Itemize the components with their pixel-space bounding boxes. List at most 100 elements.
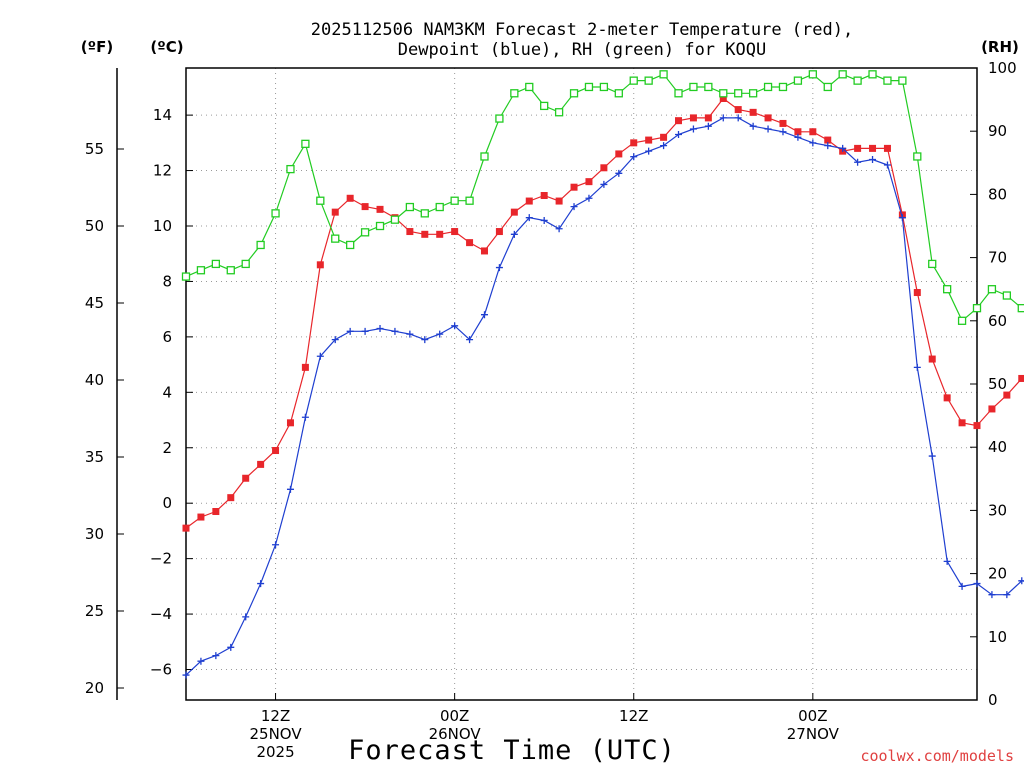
data-point-temperature: [764, 114, 772, 122]
data-point-temperature: [630, 139, 638, 147]
data-point-dewpoint: [734, 114, 742, 122]
data-point-dewpoint: [570, 203, 578, 211]
fahrenheit-unit-label: (ºF): [81, 38, 113, 56]
data-point-rh: [1002, 291, 1011, 300]
data-point-temperature: [286, 419, 294, 427]
rh-tick-label: 70: [988, 249, 1007, 267]
rh-tick-label: 20: [988, 565, 1007, 583]
data-point-temperature: [809, 128, 817, 136]
data-point-rh: [316, 196, 325, 205]
data-point-temperature: [1018, 374, 1024, 382]
x-tick-label: 2025: [256, 743, 294, 761]
data-point-rh: [674, 89, 683, 98]
data-point-rh: [838, 70, 847, 79]
data-point-temperature: [869, 144, 877, 152]
data-point-rh: [763, 82, 773, 92]
fahrenheit-tick-label: 35: [85, 448, 104, 466]
data-point-dewpoint: [689, 125, 697, 133]
data-point-temperature: [913, 289, 921, 297]
data-point-dewpoint: [869, 155, 877, 163]
data-point-temperature: [615, 150, 623, 158]
data-point-temperature: [585, 178, 593, 186]
data-point-dewpoint: [704, 122, 712, 130]
rh-tick-label: 60: [988, 312, 1007, 330]
data-point-temperature: [749, 108, 757, 116]
data-point-rh: [883, 76, 892, 85]
data-point-dewpoint: [943, 557, 951, 565]
data-point-dewpoint: [913, 363, 921, 371]
rh-tick-label: 0: [988, 691, 998, 709]
data-point-rh: [435, 202, 444, 212]
series-rh: [181, 70, 1024, 325]
data-point-rh: [346, 240, 355, 250]
celsius-tick-label: 10: [153, 217, 172, 235]
x-tick-label: 12Z: [619, 707, 648, 725]
data-point-rh: [211, 259, 220, 269]
data-point-dewpoint: [406, 330, 414, 338]
data-point-temperature: [1003, 391, 1011, 399]
data-point-temperature: [406, 228, 414, 236]
data-point-rh: [957, 316, 967, 325]
data-point-rh: [181, 272, 191, 281]
celsius-tick-label: 6: [162, 328, 172, 346]
data-point-rh: [465, 196, 474, 205]
data-point-dewpoint: [301, 413, 309, 421]
data-point-dewpoint: [928, 452, 936, 460]
rh-tick-label: 10: [988, 628, 1007, 646]
data-point-rh: [689, 82, 698, 92]
rh-tick-label: 100: [988, 59, 1017, 77]
fahrenheit-tick-label: 30: [85, 525, 104, 543]
data-point-dewpoint: [361, 327, 369, 335]
data-point-rh: [450, 196, 459, 205]
data-point-rh: [748, 89, 758, 98]
data-point-rh: [808, 70, 817, 79]
data-point-dewpoint: [585, 194, 593, 202]
data-point-temperature: [719, 94, 727, 102]
data-point-dewpoint: [794, 133, 802, 141]
data-point-temperature: [346, 194, 354, 202]
data-point-dewpoint: [466, 336, 474, 344]
data-point-dewpoint: [346, 327, 354, 335]
data-point-rh: [241, 259, 250, 269]
data-point-dewpoint: [391, 327, 399, 335]
data-point-rh: [510, 89, 519, 98]
series-temperature: [182, 94, 1024, 532]
data-point-temperature: [973, 422, 981, 430]
data-point-dewpoint: [973, 580, 981, 588]
data-point-temperature: [480, 247, 488, 255]
data-point-rh: [868, 70, 877, 79]
data-point-rh: [540, 101, 549, 111]
x-tick-label: 12Z: [261, 707, 290, 725]
data-point-rh: [360, 228, 370, 237]
data-point-rh: [420, 209, 429, 218]
data-point-rh: [495, 114, 504, 123]
data-point-rh: [987, 285, 997, 294]
data-point-dewpoint: [495, 264, 503, 272]
data-point-temperature: [570, 183, 578, 191]
data-point-rh: [525, 82, 534, 92]
rh-tick-label: 80: [988, 185, 1007, 203]
fahrenheit-tick-label: 40: [85, 371, 104, 389]
data-point-dewpoint: [421, 336, 429, 344]
data-point-temperature: [540, 192, 548, 200]
data-point-temperature: [734, 106, 742, 114]
x-tick-label: 27NOV: [787, 725, 840, 743]
data-point-temperature: [660, 133, 668, 141]
data-point-temperature: [376, 205, 384, 213]
data-point-rh: [554, 108, 564, 117]
data-point-dewpoint: [197, 657, 205, 665]
data-point-dewpoint: [376, 325, 384, 333]
x-axis-title: Forecast Time (UTC): [348, 735, 676, 766]
data-point-dewpoint: [555, 225, 563, 233]
rh-unit-label: (RH): [981, 38, 1019, 56]
data-point-rh: [226, 266, 235, 275]
data-point-dewpoint: [272, 541, 280, 549]
data-point-temperature: [794, 128, 802, 136]
data-point-temperature: [525, 197, 533, 205]
data-point-temperature: [704, 114, 712, 122]
data-point-rh: [569, 89, 579, 98]
data-point-temperature: [600, 164, 608, 172]
data-point-rh: [898, 76, 907, 85]
x-tick-label: 26NOV: [429, 725, 482, 743]
data-point-dewpoint: [436, 330, 444, 338]
